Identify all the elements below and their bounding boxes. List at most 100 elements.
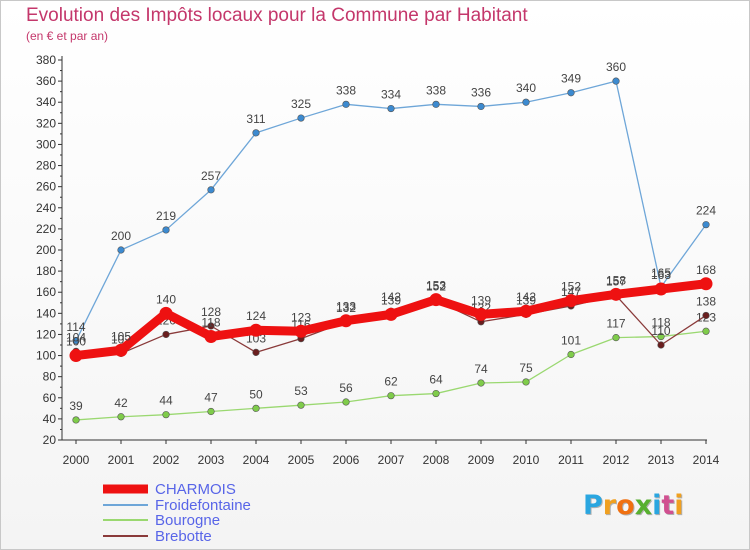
logo-letter: i — [652, 490, 662, 521]
logo-letter: r — [602, 490, 617, 521]
data-point — [117, 246, 125, 254]
data-label: 142 — [381, 290, 401, 304]
x-tick-label: 2009 — [468, 453, 495, 467]
data-label: 157 — [606, 274, 626, 288]
data-label: 257 — [201, 169, 221, 183]
y-tick-label: 160 — [36, 285, 56, 299]
data-label: 340 — [516, 81, 536, 95]
data-point — [609, 287, 623, 301]
y-tick-label: 180 — [36, 264, 56, 278]
x-tick-label: 2001 — [108, 453, 135, 467]
y-tick-label: 320 — [36, 116, 56, 130]
data-label: 123 — [291, 310, 311, 324]
data-point — [159, 306, 173, 320]
data-label: 50 — [249, 387, 263, 401]
data-label: 140 — [156, 292, 176, 306]
data-point — [252, 129, 260, 137]
data-point — [567, 350, 575, 359]
data-label: 158 — [606, 273, 626, 287]
x-tick-label: 2010 — [513, 453, 540, 467]
data-label: 153 — [426, 279, 446, 293]
data-point — [387, 392, 395, 400]
data-label: 142 — [516, 290, 536, 304]
y-tick-label: 60 — [43, 391, 57, 405]
data-label: 139 — [381, 293, 401, 307]
x-tick-label: 2012 — [603, 453, 630, 467]
data-label: 100 — [66, 335, 86, 349]
data-label: 163 — [651, 268, 671, 282]
chart-subtitle: (en € et par an) — [26, 29, 109, 43]
y-tick-label: 120 — [36, 327, 56, 341]
logo-letter: x — [634, 490, 653, 521]
y-tick-label: 220 — [36, 222, 56, 236]
data-point — [342, 100, 350, 108]
data-point — [432, 389, 440, 398]
y-tick-label: 40 — [43, 412, 57, 426]
x-tick-label: 2006 — [333, 453, 360, 467]
data-point — [477, 379, 485, 387]
data-label: 336 — [471, 85, 491, 99]
series-bourogne: 39 42 44 47 50 53 56 62 64 74 75 101 117 118 123 — [69, 310, 716, 424]
data-label: 53 — [294, 384, 308, 398]
data-point — [252, 348, 260, 356]
y-tick-label: 240 — [36, 201, 56, 215]
data-label: 42 — [114, 396, 128, 410]
data-label: 334 — [381, 88, 401, 102]
data-label: 311 — [246, 112, 265, 126]
data-point — [297, 401, 305, 409]
data-label: 219 — [156, 209, 176, 223]
data-point — [429, 293, 443, 307]
data-point — [387, 104, 395, 113]
data-label: 74 — [474, 362, 488, 376]
y-tick-label: 340 — [36, 95, 56, 109]
data-label: 168 — [696, 263, 716, 277]
data-point — [207, 407, 215, 416]
y-tick-label: 200 — [36, 243, 56, 257]
data-label: 128 — [201, 305, 221, 319]
data-point — [522, 378, 530, 386]
data-label: 104 — [66, 330, 86, 344]
data-label: 139 — [471, 293, 491, 307]
data-point — [207, 186, 215, 194]
data-point — [699, 277, 713, 291]
data-point — [432, 100, 440, 108]
data-label: 110 — [651, 324, 670, 338]
series-layer: 114 200 219 257 311 325 338 334 338 336 340 349 360 1… — [66, 60, 716, 424]
data-label: 138 — [696, 294, 716, 308]
y-tick-label: 300 — [36, 137, 56, 151]
data-label: 62 — [384, 375, 398, 389]
data-point — [162, 411, 170, 419]
data-label: 101 — [561, 334, 581, 348]
x-tick-label: 2013 — [648, 453, 675, 467]
data-label: 325 — [291, 97, 311, 111]
data-point — [69, 349, 83, 363]
data-point — [474, 307, 488, 321]
data-label: 360 — [606, 60, 626, 74]
data-label: 44 — [159, 394, 173, 408]
data-point — [657, 332, 665, 341]
data-label: 105 — [111, 329, 131, 343]
data-point — [564, 294, 578, 308]
axes: 20 40 60 80 100 120 140 160 180 200 220 240 260 280 30… — [36, 53, 720, 467]
x-tick-label: 2004 — [243, 453, 270, 467]
x-tick-label: 2003 — [198, 453, 225, 467]
data-point — [654, 282, 668, 296]
data-label: 224 — [696, 204, 716, 218]
data-point — [342, 398, 350, 406]
data-label: 338 — [426, 83, 446, 97]
data-point — [519, 304, 533, 318]
logo-letter: P — [583, 490, 603, 521]
data-label: 47 — [204, 391, 218, 405]
data-point — [117, 413, 125, 421]
data-point — [567, 89, 575, 97]
logo-letter: o — [616, 490, 635, 521]
x-tick-label: 2005 — [288, 453, 315, 467]
data-label: 118 — [651, 316, 670, 330]
y-tick-label: 20 — [43, 433, 57, 447]
y-tick-label: 280 — [36, 159, 56, 173]
data-label: 200 — [111, 229, 131, 243]
data-label: 114 — [66, 320, 85, 334]
